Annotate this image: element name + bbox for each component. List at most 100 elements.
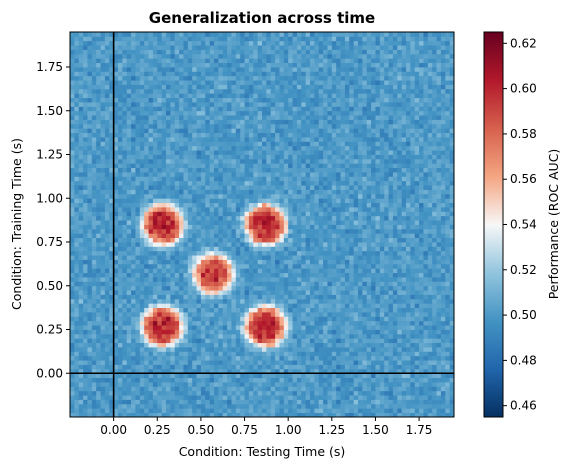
heatmap-cell (379, 403, 385, 409)
heatmap-cell (310, 189, 315, 195)
heatmap-cell (192, 298, 197, 304)
heatmap-cell (388, 395, 394, 400)
heatmap-cell (87, 255, 93, 260)
heatmap-cell (104, 298, 110, 304)
heatmap-cell (170, 272, 176, 278)
heatmap-cell (166, 368, 171, 374)
heatmap-cell (152, 189, 158, 195)
heatmap-cell (96, 176, 101, 182)
heatmap-cell (336, 250, 341, 256)
heatmap-cell (74, 360, 80, 365)
heatmap-cell (262, 373, 267, 379)
heatmap-cell (449, 368, 455, 374)
heatmap-cell (358, 193, 363, 199)
heatmap-cell (301, 364, 307, 370)
heatmap-cell (375, 386, 381, 392)
heatmap-cell (227, 198, 232, 204)
heatmap-cell (288, 377, 293, 383)
heatmap-cell (135, 320, 141, 326)
heatmap-cell (327, 351, 333, 357)
heatmap-cell (74, 180, 80, 186)
heatmap-cell (227, 233, 232, 239)
heatmap-cell (126, 333, 132, 339)
heatmap-cell (419, 338, 424, 344)
heatmap-cell (96, 347, 101, 352)
heatmap-cell (331, 172, 337, 177)
heatmap-cell (126, 403, 132, 409)
heatmap-cell (432, 277, 437, 282)
heatmap-cell (240, 233, 245, 239)
heatmap-cell (235, 233, 241, 239)
heatmap-cell (209, 224, 215, 230)
heatmap-cell (253, 382, 259, 387)
heatmap-cell (288, 325, 293, 330)
heatmap-cell (375, 202, 381, 208)
heatmap-cell (157, 250, 163, 256)
heatmap-cell (419, 307, 424, 313)
heatmap-cell (157, 364, 163, 370)
heatmap-cell (397, 290, 403, 295)
heatmap-cell (170, 242, 176, 247)
heatmap-cell (296, 215, 302, 221)
heatmap-cell (344, 338, 350, 344)
heatmap-cell (449, 316, 455, 322)
heatmap-cell (266, 373, 272, 379)
heatmap-cell (379, 272, 385, 278)
heatmap-cell (288, 224, 293, 230)
heatmap-cell (104, 325, 110, 330)
heatmap-cell (126, 342, 132, 348)
heatmap-cell (406, 185, 411, 190)
heatmap-cell (240, 228, 245, 234)
heatmap-cell (205, 172, 211, 177)
heatmap-cell (131, 233, 136, 239)
heatmap-cell (327, 316, 333, 322)
heatmap-cell (327, 224, 333, 230)
heatmap-cell (135, 412, 141, 418)
heatmap-cell (183, 347, 189, 352)
heatmap-cell (279, 176, 285, 182)
heatmap-cell (305, 198, 311, 204)
heatmap-cell (122, 347, 128, 352)
heatmap-cell (144, 198, 149, 204)
heatmap-cell (331, 250, 337, 256)
heatmap-cell (327, 294, 333, 300)
heatmap-cell (91, 368, 97, 374)
heatmap-cell (427, 316, 433, 322)
heatmap-cell (248, 259, 254, 265)
heatmap-cell (248, 193, 254, 199)
heatmap-cell (78, 386, 84, 392)
heatmap-cell (222, 237, 228, 243)
heatmap-cell (244, 342, 250, 348)
heatmap-cell (305, 360, 311, 365)
heatmap-cell (179, 403, 184, 409)
heatmap-cell (414, 246, 420, 252)
heatmap-cell (305, 220, 311, 225)
heatmap-cell (100, 237, 106, 243)
heatmap-cell (96, 386, 101, 392)
heatmap-cell (270, 172, 276, 177)
heatmap-cell (205, 364, 211, 370)
heatmap-cell (231, 237, 237, 243)
heatmap-cell (157, 408, 163, 414)
heatmap-cell (331, 395, 337, 400)
heatmap-cell (440, 277, 446, 282)
heatmap-cell (301, 303, 307, 309)
heatmap-cell (231, 180, 237, 186)
heatmap-cell (410, 281, 416, 287)
heatmap-cell (375, 368, 381, 374)
heatmap-cell (266, 290, 272, 295)
heatmap-cell (78, 176, 84, 182)
heatmap-cell (152, 373, 158, 379)
heatmap-cell (283, 390, 289, 396)
heatmap-cell (310, 285, 315, 291)
heatmap-cell (392, 364, 398, 370)
heatmap-cell (310, 281, 315, 287)
heatmap-cell (440, 211, 446, 217)
heatmap-cell (183, 281, 189, 287)
heatmap-cell (283, 237, 289, 243)
heatmap-cell (318, 285, 324, 291)
heatmap-cell (419, 325, 424, 330)
heatmap-cell (122, 290, 128, 295)
heatmap-cell (384, 373, 389, 379)
heatmap-cell (100, 338, 106, 344)
